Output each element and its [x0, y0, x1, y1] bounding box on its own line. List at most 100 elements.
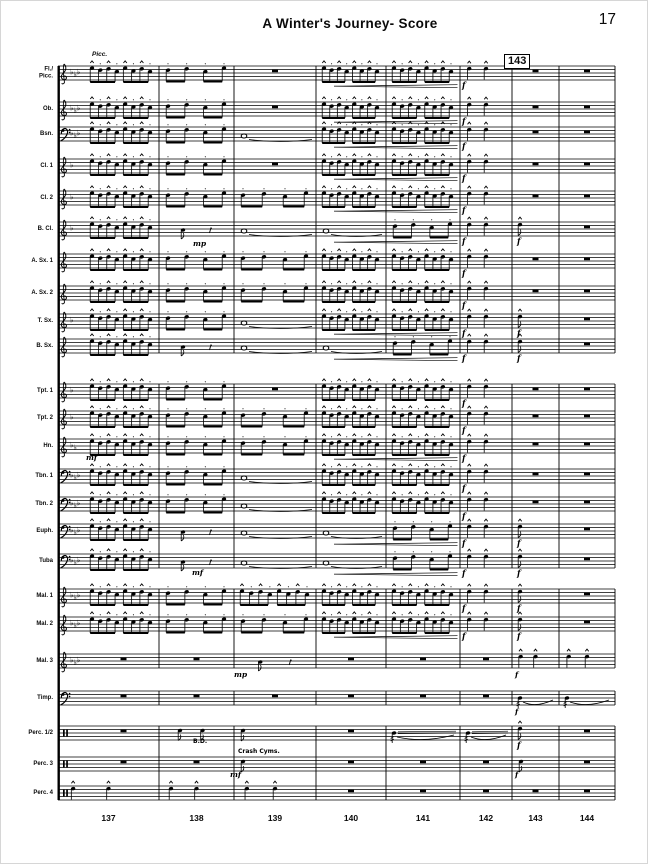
flat-sign: ♭ [70, 413, 74, 422]
staff-label: Fl./ Picc. [38, 66, 53, 80]
dynamic-mark: f [461, 398, 467, 408]
staff-label: T. Sx. [37, 317, 53, 324]
dynamic-mark: f [516, 631, 522, 641]
measure-number: 137 [101, 813, 116, 823]
flat-sign: ♭ [77, 556, 81, 565]
dynamic-mark: f [516, 328, 522, 338]
flat-sign: ♭ [73, 501, 77, 510]
staff-label: Tbn. 1 [35, 472, 53, 479]
dynamic-mark: f [461, 116, 467, 126]
staff-row [58, 780, 615, 801]
dynamic-mark: f [516, 236, 522, 246]
staff-label: Perc. 4 [33, 789, 53, 796]
staff-label: B. Sx. [36, 342, 53, 349]
flat-sign: ♭ [77, 499, 81, 508]
instruction-text: B.D. [193, 738, 207, 745]
dynamic-mark: f [461, 483, 467, 493]
staff-row: f [58, 690, 615, 716]
page-number: 17 [598, 11, 616, 28]
staff-row: ♭ ♭ ♭f fmf [58, 548, 615, 578]
staff-label: Tbn. 2 [35, 500, 53, 507]
staff-row: ♭ ♭ ♭f [58, 60, 615, 90]
flat-sign: ♭ [70, 441, 74, 450]
flat-sign: ♭ [70, 224, 74, 233]
flat-sign: ♭ [73, 528, 77, 537]
measure-number: 141 [415, 813, 431, 823]
staff-row: Crash Cyms. mf f [58, 748, 615, 779]
flat-sign: ♭ [73, 593, 77, 602]
dynamic-mark: f [461, 328, 467, 338]
dynamic-mark: f [461, 511, 467, 521]
dynamic-mark: f [516, 538, 522, 548]
dynamic-mark: f [461, 300, 467, 310]
staff-label: Hn. [43, 442, 53, 449]
flat-sign: ♭ [73, 558, 77, 567]
flat-sign: ♭ [77, 591, 81, 600]
flat-sign: ♭ [70, 316, 74, 325]
staff-row: f B.D. [58, 720, 615, 750]
flat-sign: ♭ [70, 161, 74, 170]
staff-row: ♭f [58, 153, 615, 183]
dynamic-mark: mf [230, 770, 243, 779]
flat-sign: ♭ [73, 106, 77, 115]
staff-label: Mal. 3 [36, 657, 53, 664]
dynamic-mark: f [461, 173, 467, 183]
flat-sign: ♭ [70, 129, 74, 138]
flat-sign: ♭ [70, 619, 74, 628]
dynamic-mark: f [516, 740, 522, 750]
staff-row: ♭ ♭ ♭mp f [58, 648, 615, 679]
staff-label: Cl. 2 [40, 194, 53, 201]
staff-label: Bsn. [39, 130, 53, 137]
flat-sign: ♭ [70, 386, 74, 395]
dynamic-mark: f [461, 80, 467, 90]
flat-sign: ♭ [70, 471, 74, 480]
score-title: A Winter's Journey- Score [262, 16, 438, 31]
flat-sign: ♭ [70, 656, 74, 665]
staff-label: Timp. [37, 694, 53, 701]
staff-label: Mal. 1 [36, 592, 53, 599]
staff-row: f [58, 280, 615, 310]
flat-sign: ♭ [73, 131, 77, 140]
instruction-text: Crash Cyms. [238, 748, 280, 755]
rehearsal-mark: 143 [504, 54, 531, 69]
measure-number: 144 [579, 813, 595, 823]
dynamic-mark: f [461, 268, 467, 278]
staff-row: ♭ ♭ ♭f [58, 463, 615, 493]
dynamic-mark: f [461, 141, 467, 151]
measure-number: 143 [528, 813, 543, 823]
dynamic-mark: f [461, 353, 467, 363]
dynamic-mark: f [461, 603, 467, 613]
flat-sign: ♭ [77, 129, 81, 138]
flat-sign: ♭ [70, 104, 74, 113]
staff-row: ♭ f f mp [58, 216, 615, 248]
dynamic-mark: f [461, 453, 467, 463]
staff-row: ♭ ♭ ♭f [58, 491, 615, 521]
dynamic-mark: f [461, 538, 467, 548]
measure-number: 142 [478, 813, 494, 823]
flat-sign: ♭ [77, 619, 81, 628]
dynamic-mark: mp [234, 670, 248, 679]
staff-row: ♭f [58, 405, 615, 435]
flat-sign: ♭ [70, 591, 74, 600]
flat-sign: ♭ [73, 70, 77, 79]
dynamic-mark: f [514, 770, 520, 779]
staff-row: ♭f [58, 378, 615, 408]
staff-label: Cl. 1 [40, 162, 53, 169]
flat-sign: ♭ [70, 526, 74, 535]
flat-sign: ♭ [73, 443, 77, 452]
dynamic-mark: f [461, 236, 467, 246]
staff-row: f [58, 248, 615, 278]
staff-row: ♭ ♭ ♭f [58, 121, 615, 151]
flat-sign: ♭ [77, 104, 81, 113]
staff-label: A. Sx. 2 [31, 289, 53, 296]
dynamic-mark: f [514, 707, 520, 716]
staff-row: ♭ ♭fmf [58, 433, 615, 463]
dynamic-mark: f [461, 425, 467, 435]
staff-label: A. Sx. 1 [31, 257, 53, 264]
dynamic-mark: f [461, 568, 467, 578]
staff-row: ♭ ♭ ♭f f [58, 583, 615, 613]
flat-sign: ♭ [70, 499, 74, 508]
staff-row: ♭ ♭ ♭f [58, 96, 615, 126]
